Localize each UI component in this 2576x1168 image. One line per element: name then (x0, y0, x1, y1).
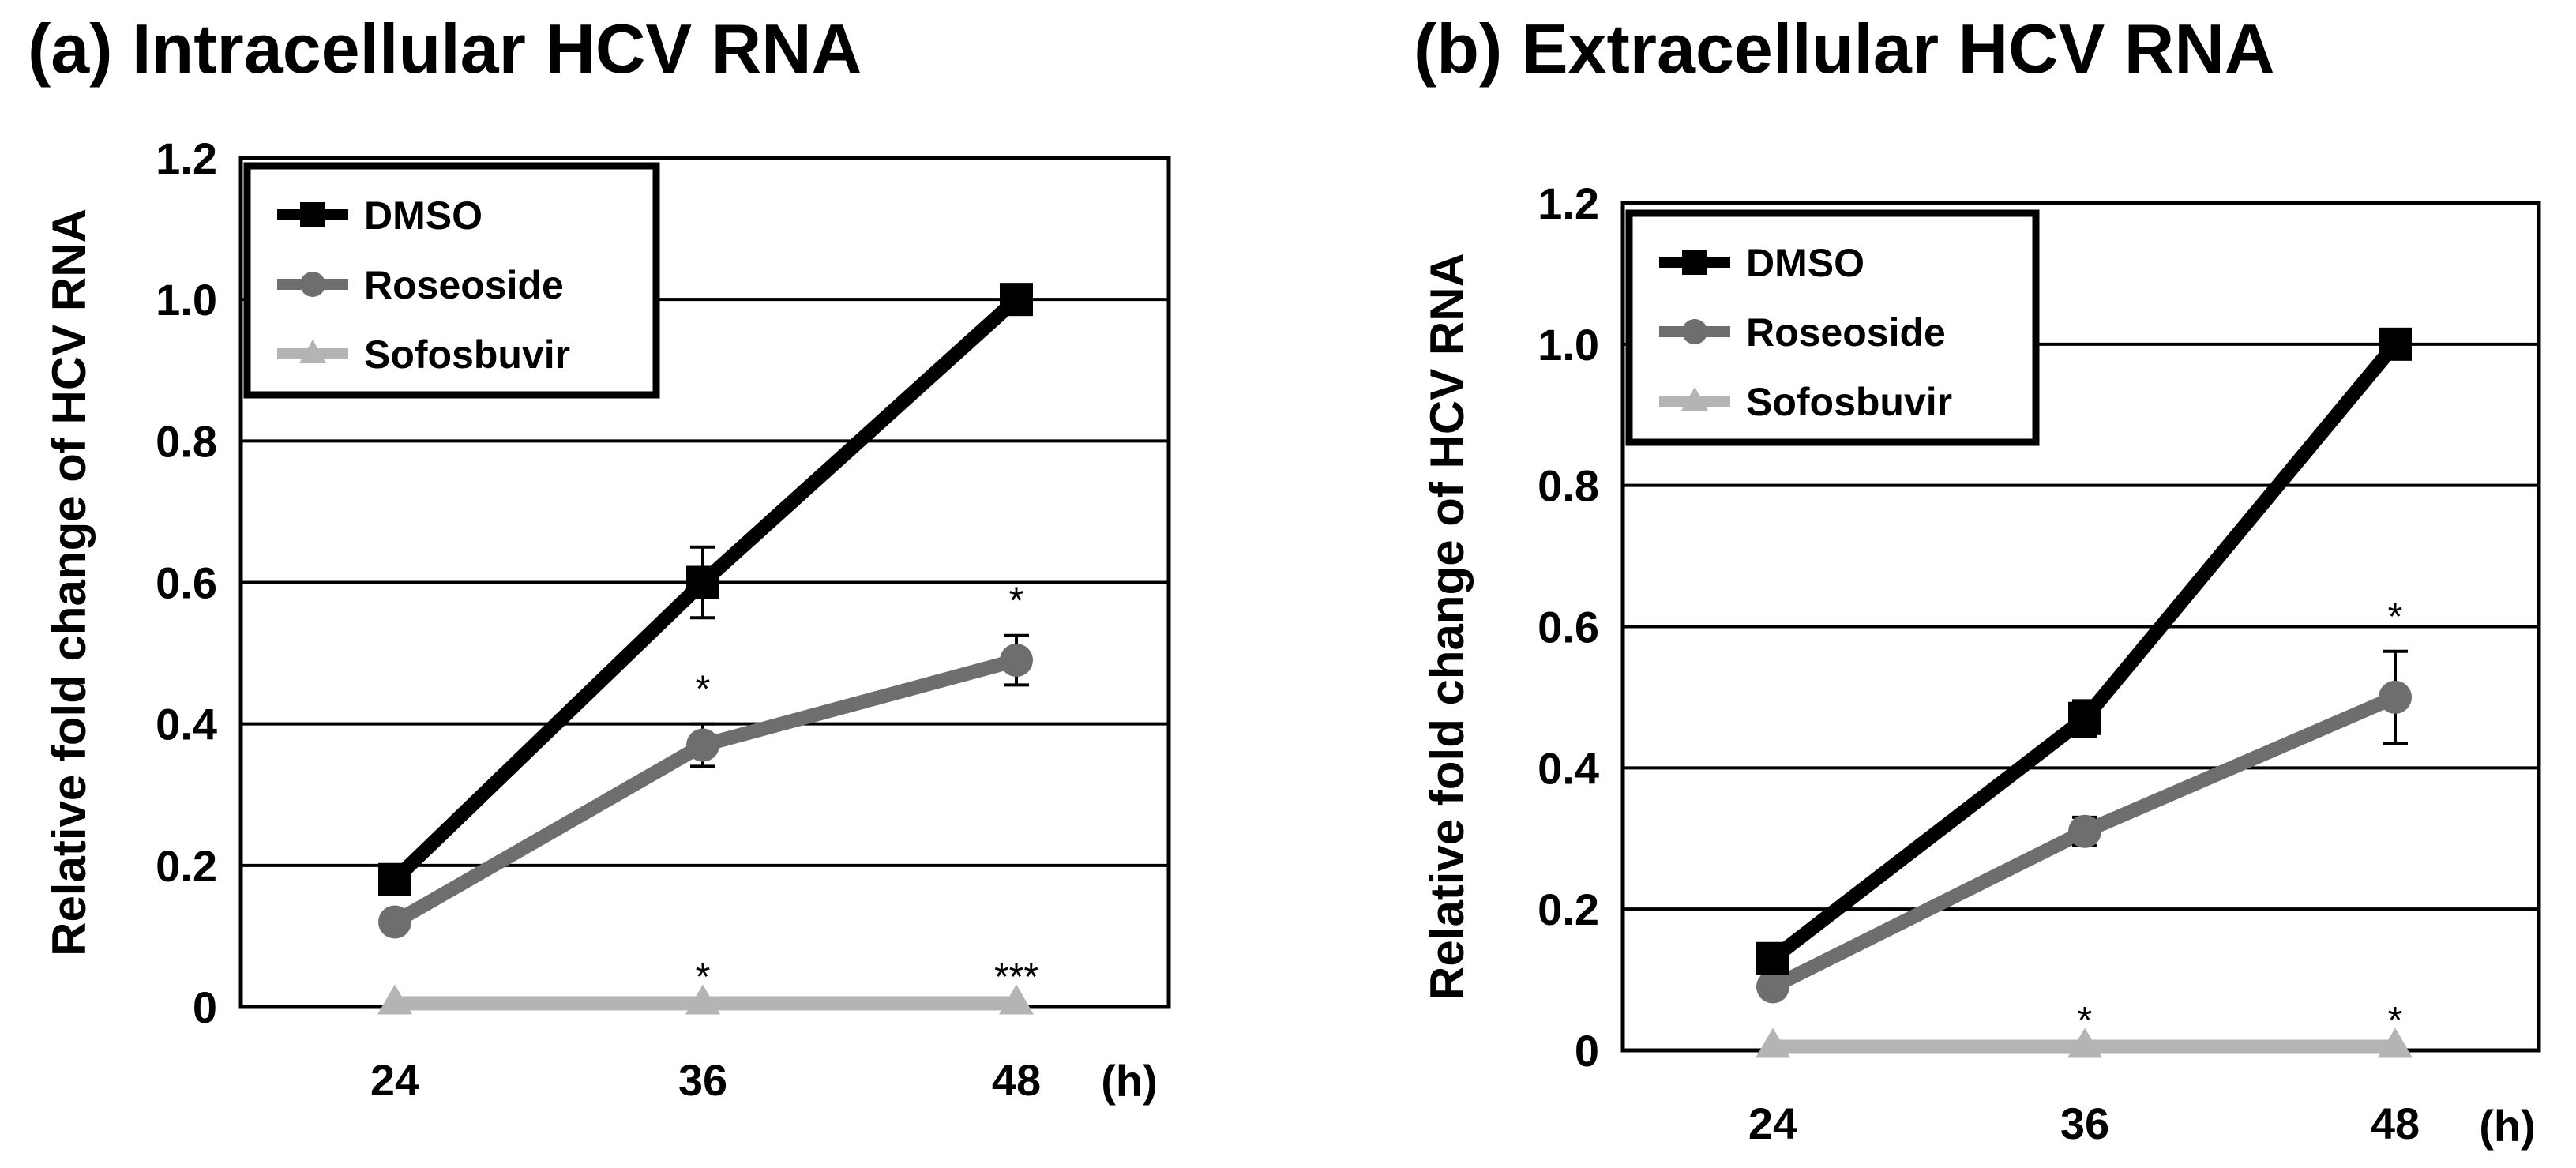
data-point-square (1000, 283, 1033, 317)
y-axis-label: Relative fold change of HCV RNA (43, 208, 96, 956)
data-point-square (1756, 941, 1789, 975)
significance-label: * (1009, 580, 1024, 622)
significance-label: * (696, 669, 711, 711)
chart-title: (b) Extracellular HCV RNA (1414, 9, 2274, 88)
panel-extracellular: (b) Extracellular HCV RNA 0 0.2 0.4 0.6 0.8 1.… (1414, 9, 2541, 1151)
y-tick-label: 1.2 (1538, 178, 1599, 228)
series-dmso (378, 283, 1033, 896)
x-tick-label: 48 (2371, 1099, 2420, 1148)
legend-marker-square (1682, 250, 1707, 275)
data-point-circle (2068, 814, 2101, 848)
y-tick-label: 0.2 (156, 841, 217, 891)
legend-marker-square (300, 202, 325, 227)
data-point-square (378, 862, 411, 896)
data-point-triangle (2378, 1027, 2413, 1058)
significance-label: * (696, 956, 711, 998)
data-point-square (2068, 701, 2101, 735)
series-dmso (1756, 327, 2412, 975)
significance-label: * (2388, 1000, 2403, 1042)
significance-label: *** (994, 956, 1038, 998)
legend-label-roseoside: Roseoside (1746, 310, 1946, 355)
y-tick-label: 0.8 (1538, 461, 1599, 511)
y-tick-label: 1.0 (156, 275, 217, 325)
legend-marker-circle (1682, 319, 1707, 344)
legend: DMSO Roseoside Sofosbuvir (243, 162, 660, 399)
x-tick-label: 24 (370, 1055, 419, 1105)
y-tick-label: 0.8 (156, 416, 217, 466)
data-point-circle (1000, 644, 1033, 678)
series-roseoside: ** (378, 580, 1033, 939)
y-tick-label: 1.0 (1538, 320, 1599, 370)
data-point-triangle (2067, 1027, 2102, 1058)
legend-label-sofosbuvir: Sofosbuvir (1746, 380, 1952, 424)
legend-marker-triangle (1681, 387, 1708, 411)
y-tick-label: 0 (193, 982, 217, 1032)
series-roseoside: * (1756, 596, 2412, 1004)
data-point-circle (686, 728, 719, 762)
data-point-triangle (1756, 1027, 1790, 1058)
y-tick-label: 0.6 (156, 558, 217, 608)
data-point-triangle (685, 984, 720, 1015)
y-tick-label: 0 (1575, 1026, 1599, 1076)
legend-label-dmso: DMSO (364, 193, 483, 238)
x-tick-label: 36 (2060, 1099, 2109, 1148)
series-sofosbuvir: * * (1756, 1000, 2413, 1058)
x-tick-label: 48 (992, 1055, 1041, 1105)
data-point-circle (2379, 680, 2412, 714)
data-point-square (2379, 327, 2412, 361)
series-sofosbuvir: * *** (377, 956, 1038, 1015)
y-tick-label: 0.4 (156, 700, 217, 749)
legend-label-sofosbuvir: Sofosbuvir (364, 332, 570, 377)
x-tick-label: 24 (1748, 1099, 1797, 1148)
x-unit-label: (h) (2479, 1101, 2536, 1151)
significance-label: * (2388, 596, 2403, 638)
legend: DMSO Roseoside Sofosbuvir (1625, 209, 2040, 446)
legend-label-roseoside: Roseoside (364, 263, 564, 307)
data-point-square (686, 565, 719, 599)
chart-title: (a) Intracellular HCV RNA (28, 9, 862, 88)
significance-label: * (2078, 1000, 2093, 1042)
data-point-triangle (377, 984, 412, 1015)
data-point-triangle (999, 984, 1034, 1015)
y-tick-label: 1.2 (156, 133, 217, 183)
data-point-circle (1756, 970, 1789, 1004)
y-tick-label: 0.4 (1538, 743, 1599, 793)
y-axis-label: Relative fold change of HCV RNA (1421, 253, 1474, 1001)
x-tick-label: 36 (678, 1055, 727, 1105)
legend-marker-circle (300, 272, 325, 297)
legend-marker-triangle (299, 340, 326, 363)
y-tick-label: 0.2 (1538, 884, 1599, 934)
y-tick-label: 0.6 (1538, 603, 1599, 652)
data-point-circle (378, 905, 411, 939)
x-unit-label: (h) (1101, 1056, 1158, 1106)
legend-label-dmso: DMSO (1746, 241, 1864, 285)
panel-intracellular: (a) Intracellular HCV RNA 0 0.2 0.4 0.6 0.8 1.… (28, 9, 1171, 1106)
